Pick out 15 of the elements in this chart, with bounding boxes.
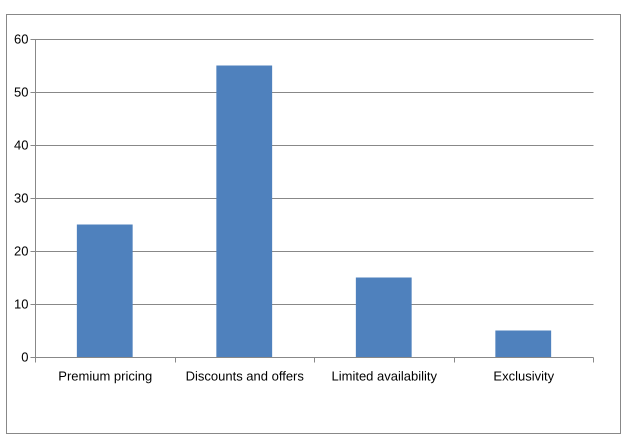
bar <box>216 66 272 357</box>
y-tick-label: 30 <box>14 190 28 206</box>
y-tick-label: 20 <box>14 244 28 258</box>
y-tick-label: 10 <box>14 296 28 312</box>
bar <box>495 330 552 357</box>
y-tick-label: 40 <box>14 138 28 152</box>
x-tick-label: Limited availability <box>332 368 438 384</box>
x-tick-label: Discounts and offers <box>186 368 304 384</box>
x-tick-label: Premium pricing <box>58 368 152 384</box>
bar <box>76 224 133 357</box>
y-tick-label: 60 <box>14 32 28 46</box>
x-tick-label: Exclusivity <box>493 368 555 384</box>
y-tick-label: 0 <box>21 350 28 364</box>
bar <box>356 278 412 357</box>
y-tick-label: 50 <box>14 84 28 100</box>
